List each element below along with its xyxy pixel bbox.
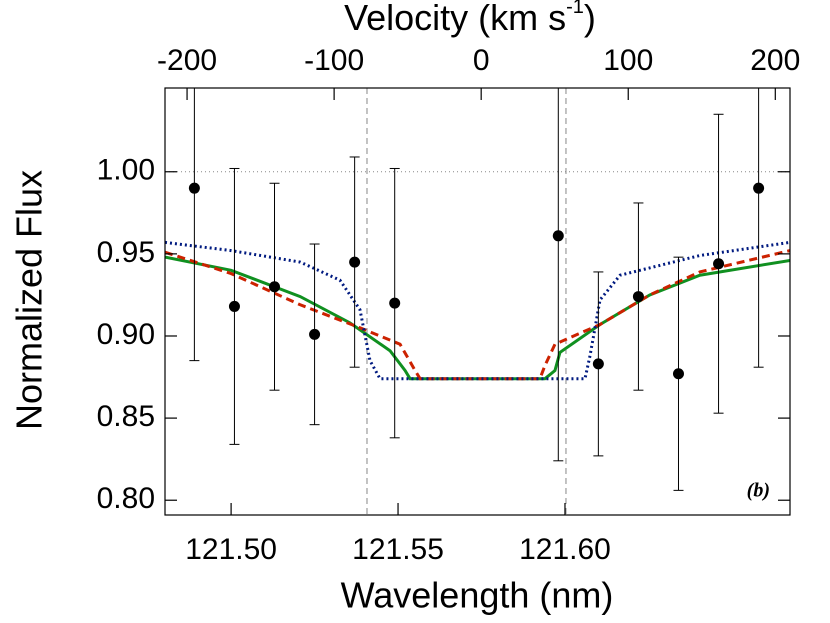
y-axis-label: Normalized Flux — [9, 170, 50, 430]
frame — [164, 87, 791, 516]
plot-area — [165, 88, 790, 515]
annotation: (b) — [747, 480, 770, 502]
y-tick-label: 0.95 — [97, 236, 155, 269]
x2-axis-label: Velocity (km s-1) — [344, 0, 596, 38]
y-tick-label: 1.00 — [97, 154, 155, 187]
x2-label-end: ) — [584, 0, 596, 38]
x2-label-sup: -1 — [566, 0, 584, 18]
data-point — [269, 281, 281, 293]
data-point — [228, 300, 240, 312]
data-point — [713, 258, 725, 270]
x2-tick-label: 0 — [473, 44, 490, 77]
x2-label-text: Velocity (km s — [344, 0, 566, 38]
model-line — [165, 255, 790, 381]
y-tick-label: 0.85 — [97, 400, 155, 433]
data-point — [552, 230, 564, 242]
x-tick-label: 121.50 — [185, 533, 277, 566]
data-point — [188, 182, 200, 194]
data-point — [672, 368, 684, 380]
x-tick-label: 121.55 — [352, 533, 444, 566]
x-axis-label: Wavelength (nm) — [341, 575, 614, 616]
data-point — [389, 297, 401, 309]
model-line — [165, 240, 790, 381]
x2-tick-label: 100 — [603, 44, 653, 77]
y-tick-label: 0.90 — [97, 318, 155, 351]
y-tick-label: 0.80 — [97, 482, 155, 515]
data-point — [349, 256, 361, 268]
data-point — [592, 358, 604, 370]
x2-tick-label: -100 — [304, 44, 364, 77]
x2-tick-label: 200 — [750, 44, 800, 77]
x-tick-label: 121.60 — [519, 533, 611, 566]
data-point — [632, 291, 644, 303]
data-point — [309, 328, 321, 340]
x2-tick-label: -200 — [157, 44, 217, 77]
model-line — [165, 249, 790, 381]
data-point — [753, 182, 765, 194]
